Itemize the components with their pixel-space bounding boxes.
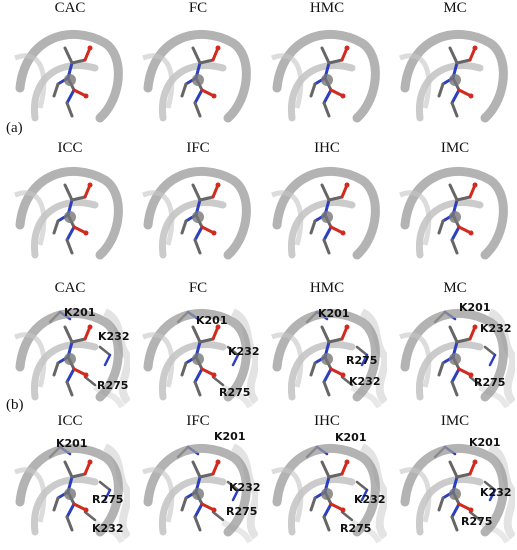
row1-title-4: MC — [443, 0, 467, 16]
residue-label: R275 — [346, 354, 378, 367]
residue-label: K201 — [318, 307, 350, 320]
row4-title-4: IMC — [440, 413, 470, 429]
residue-label: K201 — [56, 437, 88, 450]
row2-structure-2 — [138, 155, 258, 267]
residue-label: K232 — [229, 481, 261, 494]
row3-title-3: HMC — [309, 280, 345, 296]
residue-label: R275 — [97, 379, 129, 392]
residue-label: K232 — [480, 322, 512, 335]
row3-complex-4 — [395, 297, 515, 409]
residue-label: K232 — [98, 330, 130, 343]
row2-title-3: IHC — [314, 140, 340, 156]
row1-structure-1 — [10, 18, 130, 130]
residue-label: K232 — [354, 493, 386, 506]
panel-label-b: (b) — [6, 397, 24, 413]
residue-label: K232 — [480, 486, 512, 499]
residue-label: K232 — [228, 345, 260, 358]
residue-label: K201 — [214, 430, 246, 443]
residue-label: R275 — [474, 376, 506, 389]
row2-title-2: IFC — [186, 140, 210, 156]
row2-structure-3 — [267, 155, 387, 267]
row2-structure-1 — [10, 155, 130, 267]
row1-title-3: HMC — [309, 0, 345, 16]
row1-title-1: CAC — [54, 0, 86, 16]
row2-title-4: IMC — [440, 140, 470, 156]
residue-label: K201 — [335, 431, 367, 444]
residue-label: K201 — [459, 301, 491, 314]
residue-label: R275 — [340, 522, 372, 535]
residue-label: R275 — [226, 505, 258, 518]
row2-title-1: ICC — [57, 140, 83, 156]
row3-title-4: MC — [443, 280, 467, 296]
panel-label-a: (a) — [6, 120, 23, 136]
row4-title-3: IHC — [314, 413, 340, 429]
residue-label: K232 — [349, 375, 381, 388]
residue-label: R275 — [92, 493, 124, 506]
row1-structure-2 — [138, 18, 258, 130]
row3-title-1: CAC — [54, 280, 86, 296]
residue-label: K201 — [196, 314, 228, 327]
row4-title-1: ICC — [57, 413, 83, 429]
row1-structure-3 — [267, 18, 387, 130]
row1-structure-4 — [395, 18, 515, 130]
residue-label: R275 — [219, 386, 251, 399]
row1-title-2: FC — [188, 0, 208, 16]
row3-title-2: FC — [188, 280, 208, 296]
row2-structure-4 — [395, 155, 515, 267]
residue-label: K201 — [64, 306, 96, 319]
residue-label: R275 — [461, 515, 493, 528]
row4-title-2: IFC — [186, 413, 210, 429]
residue-label: K232 — [92, 522, 124, 535]
residue-label: K201 — [469, 436, 501, 449]
